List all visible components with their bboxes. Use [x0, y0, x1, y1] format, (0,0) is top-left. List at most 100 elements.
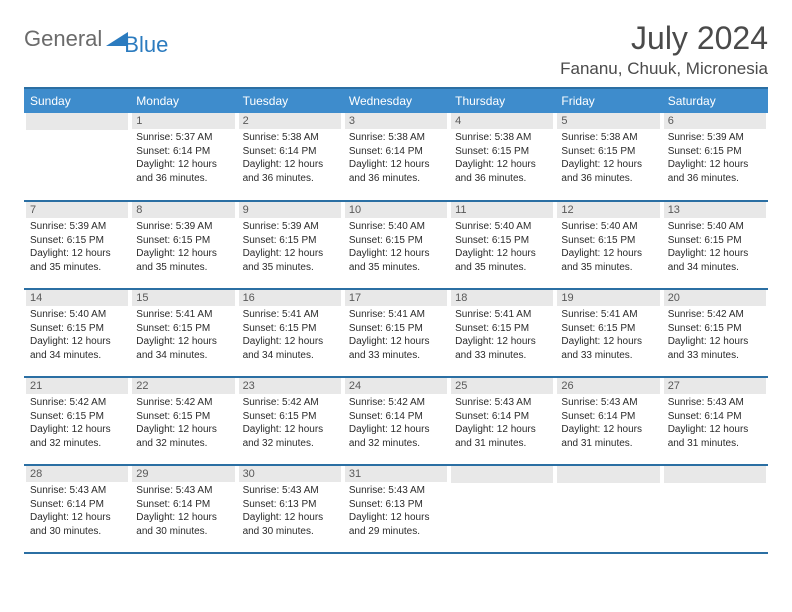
calendar-day-cell: 27 Sunrise: 5:43 AMSunset: 6:14 PMDayligh… — [662, 377, 768, 465]
day-info: Sunrise: 5:42 AMSunset: 6:15 PMDaylight:… — [26, 396, 128, 450]
weekday-header: Friday — [555, 88, 661, 113]
day-info: Sunrise: 5:41 AMSunset: 6:15 PMDaylight:… — [132, 308, 234, 362]
day-number: 11 — [451, 202, 553, 218]
calendar-day-cell: 18 Sunrise: 5:41 AMSunset: 6:15 PMDayligh… — [449, 289, 555, 377]
day-info: Sunrise: 5:40 AMSunset: 6:15 PMDaylight:… — [345, 220, 447, 274]
calendar-day-cell: 8Sunrise: 5:39 AMSunset: 6:15 PMDaylight… — [130, 201, 236, 289]
day-info: Sunrise: 5:39 AMSunset: 6:15 PMDaylight:… — [239, 220, 341, 274]
day-number: 2 — [239, 113, 341, 129]
calendar-day-cell: 30Sunrise: 5:43 AMSunset: 6:13 PMDayligh… — [237, 465, 343, 553]
day-number: 26 — [557, 378, 659, 394]
weekday-header: Thursday — [449, 88, 555, 113]
day-number: 18 — [451, 290, 553, 306]
calendar-day-cell: 31 Sunrise: 5:43 AMSunset: 6:13 PMDayligh… — [343, 465, 449, 553]
day-info: Sunrise: 5:43 AMSunset: 6:14 PMDaylight:… — [664, 396, 766, 450]
calendar-day-cell — [449, 465, 555, 553]
day-info: Sunrise: 5:37 AMSunset: 6:14 PMDaylight:… — [132, 131, 234, 185]
weekday-header: Monday — [130, 88, 236, 113]
calendar-day-cell: 25Sunrise: 5:43 AMSunset: 6:14 PMDayligh… — [449, 377, 555, 465]
day-number: 6 — [664, 113, 766, 129]
day-number: 7 — [26, 202, 128, 218]
location-subtitle: Fananu, Chuuk, Micronesia — [560, 59, 768, 79]
day-number: 8 — [132, 202, 234, 218]
day-info: Sunrise: 5:43 AMSunset: 6:13 PMDaylight:… — [239, 484, 341, 538]
day-number: 4 — [451, 113, 553, 129]
day-info: Sunrise: 5:40 AMSunset: 6:15 PMDaylight:… — [664, 220, 766, 274]
day-info: Sunrise: 5:38 AMSunset: 6:14 PMDaylight:… — [345, 131, 447, 185]
day-number: 15 — [132, 290, 234, 306]
calendar-day-cell: 4 Sunrise: 5:38 AMSunset: 6:15 PMDaylight… — [449, 113, 555, 201]
title-block: July 2024 Fananu, Chuuk, Micronesia — [560, 20, 768, 79]
day-info: Sunrise: 5:38 AMSunset: 6:15 PMDaylight:… — [451, 131, 553, 185]
empty-day-header — [557, 466, 659, 483]
calendar-week-row: 1 Sunrise: 5:37 AMSunset: 6:14 PMDaylight… — [24, 113, 768, 201]
day-info: Sunrise: 5:43 AMSunset: 6:14 PMDaylight:… — [557, 396, 659, 450]
weekday-header: Sunday — [24, 88, 130, 113]
day-number: 20 — [664, 290, 766, 306]
day-info: Sunrise: 5:42 AMSunset: 6:14 PMDaylight:… — [345, 396, 447, 450]
day-info: Sunrise: 5:42 AMSunset: 6:15 PMDaylight:… — [132, 396, 234, 450]
logo-text-general: General — [24, 26, 102, 52]
calendar-day-cell: 5Sunrise: 5:38 AMSunset: 6:15 PMDaylight… — [555, 113, 661, 201]
day-info: Sunrise: 5:39 AMSunset: 6:15 PMDaylight:… — [664, 131, 766, 185]
day-info: Sunrise: 5:43 AMSunset: 6:13 PMDaylight:… — [345, 484, 447, 538]
page-title: July 2024 — [560, 20, 768, 57]
weekday-header: Wednesday — [343, 88, 449, 113]
day-number: 22 — [132, 378, 234, 394]
header: General Blue July 2024 Fananu, Chuuk, Mi… — [24, 20, 768, 79]
calendar-day-cell: 20 Sunrise: 5:42 AMSunset: 6:15 PMDayligh… — [662, 289, 768, 377]
day-number: 16 — [239, 290, 341, 306]
day-info: Sunrise: 5:40 AMSunset: 6:15 PMDaylight:… — [557, 220, 659, 274]
day-info: Sunrise: 5:40 AMSunset: 6:15 PMDaylight:… — [451, 220, 553, 274]
calendar-day-cell: 2Sunrise: 5:38 AMSunset: 6:14 PMDaylight… — [237, 113, 343, 201]
calendar-day-cell: 13Sunrise: 5:40 AMSunset: 6:15 PMDayligh… — [662, 201, 768, 289]
calendar-day-cell: 6 Sunrise: 5:39 AMSunset: 6:15 PMDaylight… — [662, 113, 768, 201]
calendar-day-cell: 28 Sunrise: 5:43 AMSunset: 6:14 PMDayligh… — [24, 465, 130, 553]
day-number: 5 — [557, 113, 659, 129]
calendar-week-row: 14Sunrise: 5:40 AMSunset: 6:15 PMDayligh… — [24, 289, 768, 377]
logo-text-blue: Blue — [124, 32, 168, 58]
day-number: 27 — [664, 378, 766, 394]
calendar-day-cell: 19Sunrise: 5:41 AMSunset: 6:15 PMDayligh… — [555, 289, 661, 377]
calendar-day-cell: 29 Sunrise: 5:43 AMSunset: 6:14 PMDayligh… — [130, 465, 236, 553]
calendar-day-cell: 15 Sunrise: 5:41 AMSunset: 6:15 PMDayligh… — [130, 289, 236, 377]
day-info: Sunrise: 5:41 AMSunset: 6:15 PMDaylight:… — [557, 308, 659, 362]
day-info: Sunrise: 5:43 AMSunset: 6:14 PMDaylight:… — [26, 484, 128, 538]
calendar-week-row: 21Sunrise: 5:42 AMSunset: 6:15 PMDayligh… — [24, 377, 768, 465]
day-number: 24 — [345, 378, 447, 394]
calendar-table: Sunday Monday Tuesday Wednesday Thursday… — [24, 87, 768, 554]
day-number: 14 — [26, 290, 128, 306]
day-number: 23 — [239, 378, 341, 394]
weekday-header: Tuesday — [237, 88, 343, 113]
day-info: Sunrise: 5:42 AMSunset: 6:15 PMDaylight:… — [239, 396, 341, 450]
empty-day-header — [451, 466, 553, 483]
day-info: Sunrise: 5:41 AMSunset: 6:15 PMDaylight:… — [451, 308, 553, 362]
calendar-day-cell: 1 Sunrise: 5:37 AMSunset: 6:14 PMDaylight… — [130, 113, 236, 201]
calendar-day-cell: 16Sunrise: 5:41 AMSunset: 6:15 PMDayligh… — [237, 289, 343, 377]
day-number: 1 — [132, 113, 234, 129]
calendar-day-cell: 23 Sunrise: 5:42 AMSunset: 6:15 PMDayligh… — [237, 377, 343, 465]
day-info: Sunrise: 5:43 AMSunset: 6:14 PMDaylight:… — [132, 484, 234, 538]
day-number: 29 — [132, 466, 234, 482]
day-info: Sunrise: 5:42 AMSunset: 6:15 PMDaylight:… — [664, 308, 766, 362]
calendar-week-row: 7 Sunrise: 5:39 AMSunset: 6:15 PMDaylight… — [24, 201, 768, 289]
calendar-day-cell: 12Sunrise: 5:40 AMSunset: 6:15 PMDayligh… — [555, 201, 661, 289]
calendar-day-cell: 11 Sunrise: 5:40 AMSunset: 6:15 PMDayligh… — [449, 201, 555, 289]
day-number: 10 — [345, 202, 447, 218]
day-number: 31 — [345, 466, 447, 482]
weekday-header-row: Sunday Monday Tuesday Wednesday Thursday… — [24, 88, 768, 113]
day-number: 3 — [345, 113, 447, 129]
calendar-body: 1 Sunrise: 5:37 AMSunset: 6:14 PMDaylight… — [24, 113, 768, 553]
empty-day-header — [26, 113, 128, 130]
day-number: 17 — [345, 290, 447, 306]
weekday-header: Saturday — [662, 88, 768, 113]
calendar-day-cell — [662, 465, 768, 553]
calendar-day-cell: 14Sunrise: 5:40 AMSunset: 6:15 PMDayligh… — [24, 289, 130, 377]
day-number: 28 — [26, 466, 128, 482]
calendar-day-cell — [24, 113, 130, 201]
day-info: Sunrise: 5:43 AMSunset: 6:14 PMDaylight:… — [451, 396, 553, 450]
calendar-day-cell: 22 Sunrise: 5:42 AMSunset: 6:15 PMDayligh… — [130, 377, 236, 465]
calendar-day-cell: 3 Sunrise: 5:38 AMSunset: 6:14 PMDaylight… — [343, 113, 449, 201]
day-info: Sunrise: 5:41 AMSunset: 6:15 PMDaylight:… — [345, 308, 447, 362]
calendar-day-cell: 24 Sunrise: 5:42 AMSunset: 6:14 PMDayligh… — [343, 377, 449, 465]
